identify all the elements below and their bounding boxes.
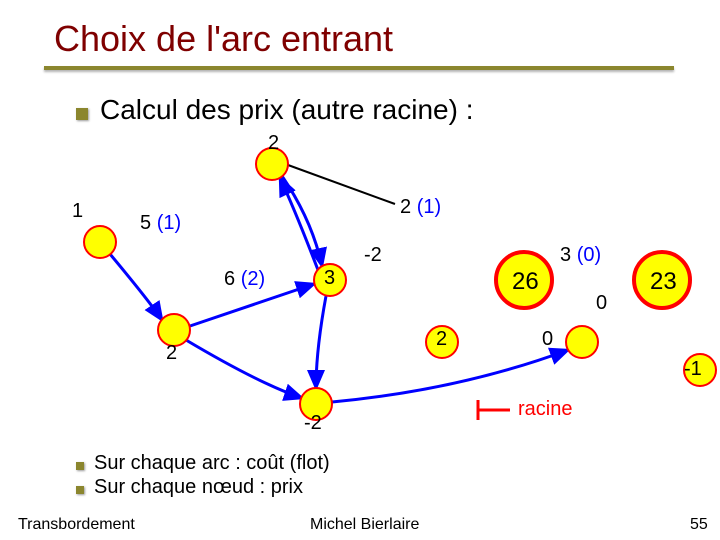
node-label-n2left: 2	[166, 342, 177, 365]
node-label-n2top: 2	[268, 132, 279, 155]
node-label-n23: 23	[650, 268, 677, 296]
node-n1	[84, 226, 116, 258]
arc-a_2left_m2	[186, 340, 302, 398]
edge-label-5: 0	[596, 292, 607, 315]
arc-a_2top_3	[282, 176, 322, 266]
node-label-n2rt: 2	[436, 328, 447, 351]
edge-label-1: 5 (1)	[140, 212, 181, 235]
edge-label-3: -2	[364, 244, 382, 267]
slide-title: Choix de l'arc entrant	[54, 18, 393, 60]
node-label-n0: 0	[542, 328, 553, 351]
node-n0	[566, 326, 598, 358]
main-bullet-text: Calcul des prix (autre racine) :	[100, 94, 473, 126]
racine-label: racine	[518, 398, 572, 421]
node-label-n3: 3	[324, 267, 335, 290]
node-label-nm2: -2	[304, 412, 322, 435]
edge-label-0: 2 (1)	[400, 196, 441, 219]
arc-a_3_m2	[316, 296, 326, 388]
bullet-box-sub-1	[76, 486, 84, 494]
title-underline	[44, 66, 674, 70]
footer-center: Michel Bierlaire	[310, 516, 419, 534]
arc-a_1_2left	[110, 254, 162, 320]
node-label-n26: 26	[512, 268, 539, 296]
footer-right: 55	[690, 516, 708, 534]
node-label-nm1: -1	[684, 358, 702, 381]
bullet-box-main	[76, 108, 88, 120]
footer-left: Transbordement	[18, 516, 135, 534]
price-pointer-line	[288, 165, 395, 204]
arc-a_m2_n0	[332, 350, 568, 402]
sub-bullet-0-text: Sur chaque arc : coût (flot)	[94, 452, 330, 475]
bullet-box-sub-0	[76, 462, 84, 470]
arc-a_3_2top	[280, 178, 318, 270]
sub-bullet-1-text: Sur chaque nœud : prix	[94, 476, 303, 499]
edge-label-4: 3 (0)	[560, 244, 601, 267]
node-label-n1: 1	[72, 200, 83, 223]
edge-label-2: 6 (2)	[224, 268, 265, 291]
